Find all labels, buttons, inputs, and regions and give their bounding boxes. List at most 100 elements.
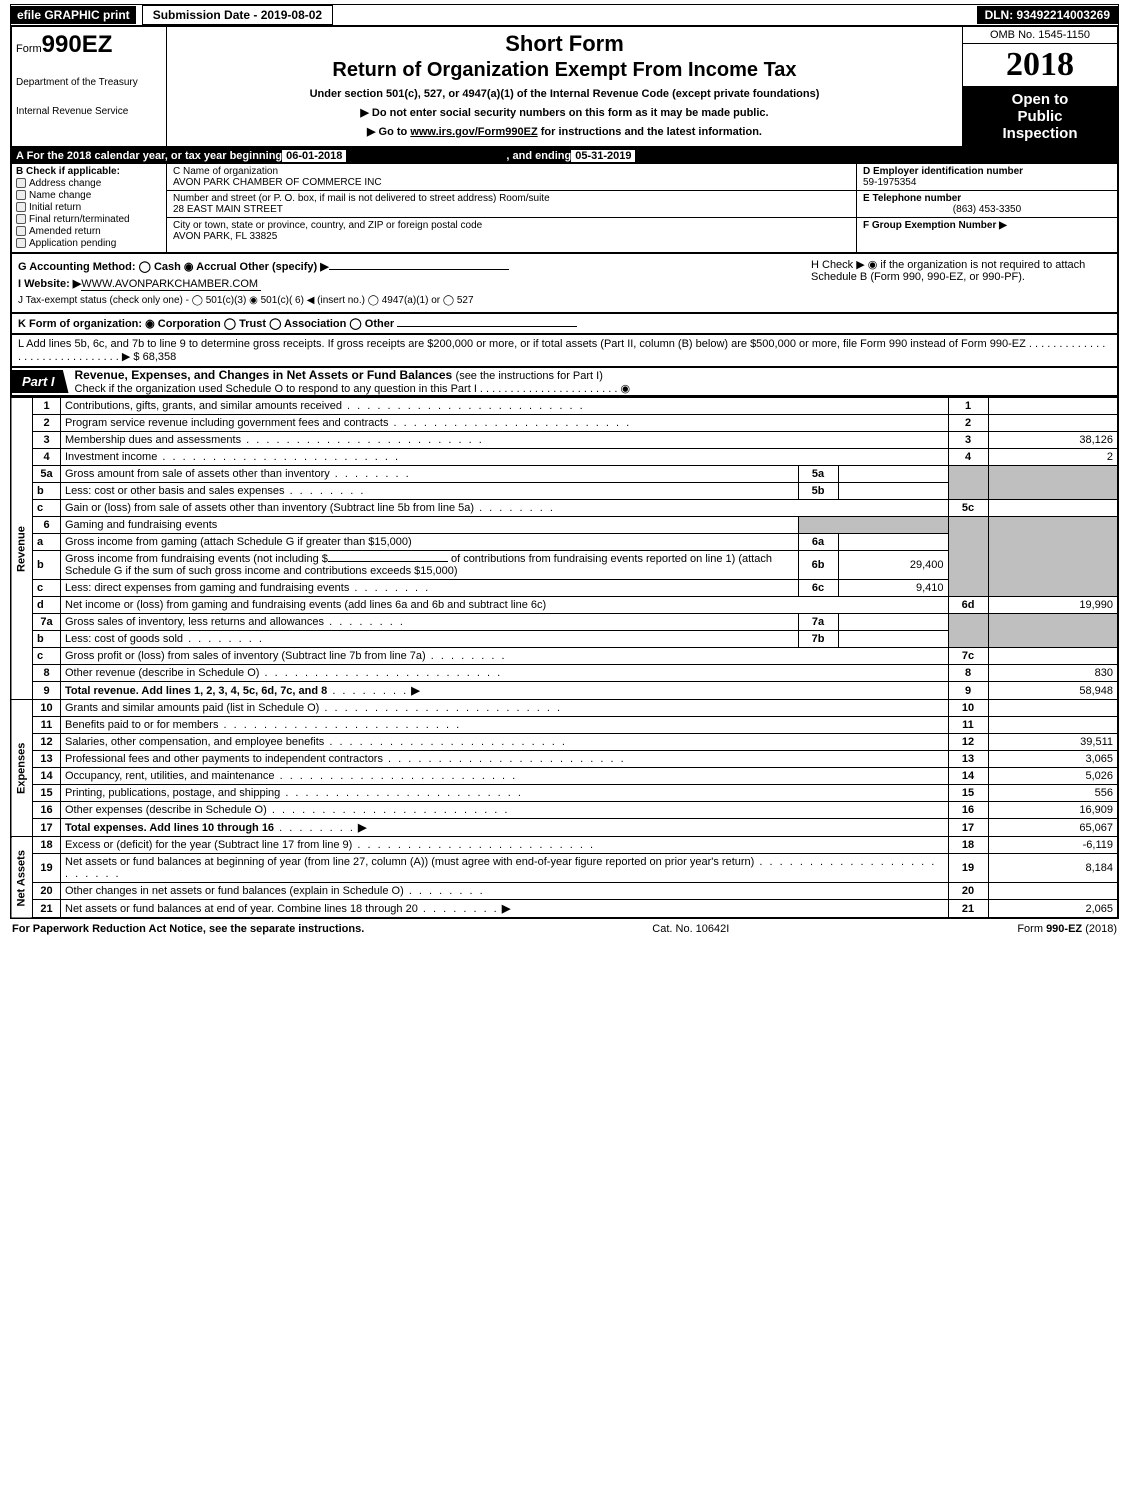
submission-date: Submission Date - 2019-08-02 [142, 5, 333, 25]
l6d-n: d [33, 597, 61, 614]
insp-1: Open to [965, 91, 1115, 108]
l12-rn: 12 [948, 734, 988, 751]
l9-n: 9 [33, 682, 61, 700]
row-j: J Tax-exempt status (check only one) - ◯… [18, 293, 807, 308]
l16-rn: 16 [948, 802, 988, 819]
l6abc-shade-v [988, 517, 1118, 597]
l7c-rv [988, 648, 1118, 665]
l9-rv: 58,948 [988, 682, 1118, 700]
l5ab-shade-v [988, 466, 1118, 500]
l12-n: 12 [33, 734, 61, 751]
l6b-d: Gross income from fundraising events (no… [61, 551, 799, 580]
l17-n: 17 [33, 819, 61, 837]
arrow-line-1: ▶ Do not enter social security numbers o… [175, 106, 954, 119]
ein-value: 59-1975354 [863, 177, 916, 188]
l19-n: 19 [33, 854, 61, 883]
accounting-method: G Accounting Method: ◯ Cash ◉ Accrual Ot… [18, 261, 329, 273]
l6-d: Gaming and fundraising events [61, 517, 799, 534]
arrow2-pre: ▶ Go to [367, 126, 410, 138]
l4-rv: 2 [988, 449, 1118, 466]
street-address: 28 EAST MAIN STREET [173, 204, 283, 215]
form-number: Form990EZ [16, 31, 162, 59]
l1-rn: 1 [948, 398, 988, 415]
l9-rn: 9 [948, 682, 988, 700]
rowA-label: A For the 2018 calendar year, or tax yea… [16, 150, 282, 162]
l8-rv: 830 [988, 665, 1118, 682]
header-center: Short Form Return of Organization Exempt… [167, 27, 962, 146]
part1-header: Part I Revenue, Expenses, and Changes in… [10, 368, 1119, 397]
efile-label: efile GRAPHIC print [11, 6, 136, 24]
chk-amended-return[interactable]: Amended return [16, 226, 162, 237]
part1-title-wrap: Revenue, Expenses, and Changes in Net As… [75, 368, 631, 395]
l7c-n: c [33, 648, 61, 665]
l19-rn: 19 [948, 854, 988, 883]
address-row: Number and street (or P. O. box, if mail… [167, 191, 856, 218]
l16-n: 16 [33, 802, 61, 819]
l5ab-shade [948, 466, 988, 500]
ein-row: D Employer identification number 59-1975… [857, 164, 1117, 191]
dept-treasury: Department of the Treasury [16, 77, 162, 88]
l21-rv: 2,065 [988, 900, 1118, 919]
l19-d: Net assets or fund balances at beginning… [61, 854, 949, 883]
gross-receipts: 68,358 [143, 351, 177, 363]
website-label: I Website: ▶ [18, 278, 81, 290]
l5a-bv [838, 466, 948, 483]
l4-rn: 4 [948, 449, 988, 466]
l3-d: Membership dues and assessments [61, 432, 949, 449]
phone-value: (863) 453-3350 [863, 204, 1111, 215]
l8-d: Other revenue (describe in Schedule O) [61, 665, 949, 682]
part1-title: Revenue, Expenses, and Changes in Net As… [75, 368, 456, 382]
row-g: G Accounting Method: ◯ Cash ◉ Accrual Ot… [18, 258, 807, 275]
website-value: WWW.AVONPARKCHAMBER.COM [81, 278, 261, 291]
chk-application-pending[interactable]: Application pending [16, 238, 162, 249]
rowA-mid: , and ending [506, 150, 571, 162]
city-label: City or town, state or province, country… [173, 220, 482, 231]
form-of-org: K Form of organization: ◉ Corporation ◯ … [18, 318, 394, 330]
l20-rn: 20 [948, 883, 988, 900]
l5b-d: Less: cost or other basis and sales expe… [61, 483, 799, 500]
revenue-label: Revenue [11, 398, 33, 700]
l14-rv: 5,026 [988, 768, 1118, 785]
tax-year-begin: 06-01-2018 [282, 150, 346, 162]
l11-rn: 11 [948, 717, 988, 734]
row-k: K Form of organization: ◉ Corporation ◯ … [10, 314, 1119, 335]
irs-link[interactable]: www.irs.gov/Form990EZ [410, 126, 537, 138]
rowL-text: L Add lines 5b, 6c, and 7b to line 9 to … [18, 338, 1105, 363]
col-b: B Check if applicable: Address change Na… [12, 164, 167, 252]
l6d-rn: 6d [948, 597, 988, 614]
l8-n: 8 [33, 665, 61, 682]
form-prefix: Form [16, 43, 42, 55]
l5a-d: Gross amount from sale of assets other t… [61, 466, 799, 483]
l6d-d: Net income or (loss) from gaming and fun… [61, 597, 949, 614]
chk-initial-return[interactable]: Initial return [16, 202, 162, 213]
l6c-d: Less: direct expenses from gaming and fu… [61, 580, 799, 597]
l16-d: Other expenses (describe in Schedule O) [61, 802, 949, 819]
l15-d: Printing, publications, postage, and shi… [61, 785, 949, 802]
e-label: E Telephone number [863, 193, 961, 204]
chk-address-change[interactable]: Address change [16, 178, 162, 189]
header-right: OMB No. 1545-1150 2018 Open to Public In… [962, 27, 1117, 146]
l17-rv: 65,067 [988, 819, 1118, 837]
chk-name-change[interactable]: Name change [16, 190, 162, 201]
l5b-bn: 5b [798, 483, 838, 500]
tax-year: 2018 [963, 44, 1117, 87]
l21-n: 21 [33, 900, 61, 919]
l1-rv [988, 398, 1118, 415]
l18-rv: -6,119 [988, 837, 1118, 854]
l19-rv: 8,184 [988, 854, 1118, 883]
row-h: H Check ▶ ◉ if the organization is not r… [811, 258, 1111, 308]
l10-n: 10 [33, 700, 61, 717]
l6b-bn: 6b [798, 551, 838, 580]
expenses-label: Expenses [11, 700, 33, 837]
l6-n: 6 [33, 517, 61, 534]
l5b-bv [838, 483, 948, 500]
l15-n: 15 [33, 785, 61, 802]
l11-rv [988, 717, 1118, 734]
chk-final-return[interactable]: Final return/terminated [16, 214, 162, 225]
l5a-bn: 5a [798, 466, 838, 483]
l20-d: Other changes in net assets or fund bala… [61, 883, 949, 900]
f-label: F Group Exemption Number ▶ [863, 220, 1007, 231]
l13-rn: 13 [948, 751, 988, 768]
footer-mid: Cat. No. 10642I [652, 923, 729, 935]
l5c-n: c [33, 500, 61, 517]
